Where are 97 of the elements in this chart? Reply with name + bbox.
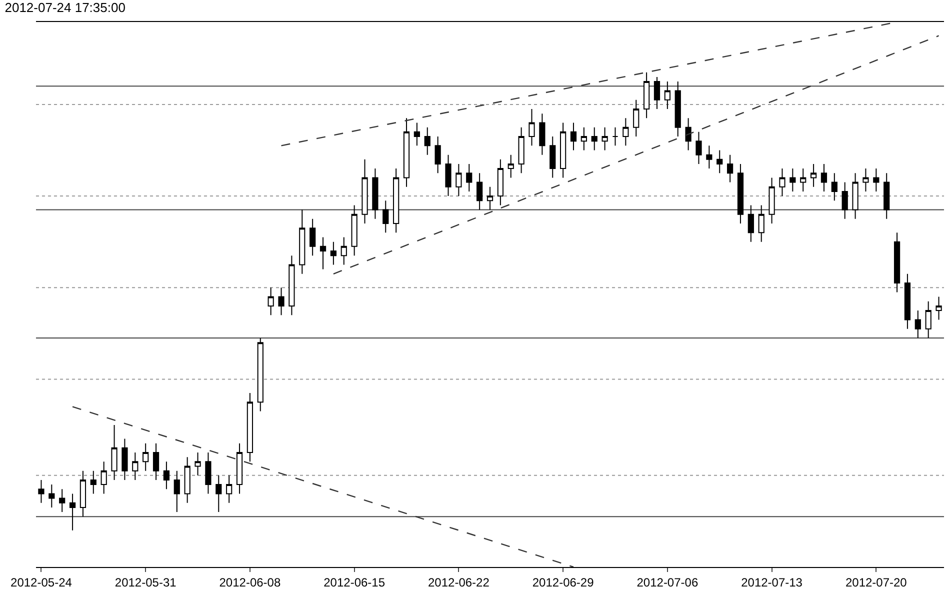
candlestick: [152, 442, 160, 480]
candlestick: [664, 81, 670, 110]
candlestick: [737, 163, 744, 224]
candlestick: [914, 310, 921, 339]
candlestick: [310, 218, 316, 256]
candlestick: [456, 163, 462, 197]
candlestick: [38, 479, 44, 504]
candlestick: [434, 136, 441, 174]
candlestick: [194, 452, 201, 476]
candlestick: [612, 126, 618, 146]
candlestick: [820, 163, 828, 192]
chart-title: 2012-07-24 17:35:00: [4, 0, 126, 16]
candlestick: [852, 172, 858, 220]
candlestick: [884, 172, 890, 220]
candlestick: [654, 76, 660, 110]
candlestick: [508, 154, 514, 178]
x-tick-label: 2012-05-24: [10, 575, 72, 590]
candlestick: [48, 484, 55, 508]
x-tick-label: 2012-06-15: [324, 575, 386, 590]
candlestick: [174, 470, 180, 513]
candlestick: [842, 182, 848, 220]
candlestick: [372, 168, 378, 220]
candlestick: [528, 108, 535, 146]
x-tick-label: 2012-06-29: [532, 575, 594, 590]
candlestick: [132, 452, 138, 480]
candlestick: [382, 200, 389, 234]
candlestick: [758, 204, 764, 242]
candlestick: [748, 204, 754, 242]
candlestick: [800, 168, 806, 192]
candlestick: [706, 145, 712, 170]
candlestick: [862, 168, 869, 192]
candlestick: [257, 338, 264, 412]
x-tick-label: 2012-07-13: [741, 575, 803, 590]
candlestick: [330, 241, 337, 266]
candlestick: [936, 296, 942, 320]
x-tick-label: 2012-06-22: [428, 575, 490, 590]
candlestick: [205, 452, 212, 494]
candlestick: [716, 150, 723, 174]
candlestick: [278, 287, 284, 316]
candlestick: [674, 81, 681, 137]
candlestick: [539, 113, 546, 156]
candlestick: [726, 154, 734, 183]
candlestick: [768, 177, 775, 224]
candlestick: [445, 154, 452, 197]
candlestick: [591, 126, 598, 151]
candlestick: [424, 126, 430, 156]
candlestick: [810, 163, 817, 188]
candlestick: [466, 163, 472, 192]
candlestick: [246, 392, 254, 462]
candlestick: [351, 204, 358, 256]
candlestick: [873, 168, 880, 192]
candlestick: [497, 158, 504, 206]
candlestick: [393, 168, 400, 234]
candlestick: [100, 461, 107, 494]
candlestick: [486, 186, 494, 210]
candlestick: [69, 493, 76, 531]
candlestick: [236, 442, 243, 494]
x-tick-label: 2012-07-06: [636, 575, 698, 590]
candlestick: [633, 99, 640, 137]
candlestick: [340, 236, 347, 266]
candlestick: [59, 488, 66, 513]
candlestick: [268, 287, 274, 316]
candlestick: [142, 442, 149, 472]
candlestick: [299, 209, 306, 274]
candlestick: [560, 122, 566, 178]
candlestick: [831, 172, 838, 202]
candlestick: [184, 456, 190, 504]
candlestick: [362, 158, 368, 224]
candlestick: [414, 122, 420, 146]
candlestick: [476, 172, 483, 210]
candlestick: [216, 474, 222, 513]
x-tick-label: 2012-05-31: [114, 575, 177, 590]
candlestick: [226, 474, 232, 504]
candlestick: [580, 126, 587, 151]
candlestick: [518, 126, 524, 174]
x-tick-label: 2012-07-20: [845, 575, 908, 590]
candlestick: [602, 126, 608, 151]
candlestick: [696, 131, 702, 164]
candlestick: [643, 72, 650, 119]
candlestick: [925, 300, 932, 339]
candlestick: [894, 232, 900, 293]
x-tick-label: 2012-06-08: [219, 575, 281, 590]
candlestick: [80, 470, 86, 518]
candlestick: [90, 470, 96, 494]
candlestick: [904, 273, 911, 330]
candlestick: [320, 236, 326, 270]
candlestick: [122, 438, 128, 480]
candlestick: [779, 168, 786, 197]
candlestick: [288, 255, 295, 316]
candlestick: [685, 118, 692, 151]
candlestick: [550, 136, 556, 178]
candlestick: [570, 122, 577, 151]
candlestick: [403, 118, 410, 188]
candlestick: [622, 118, 629, 146]
candlestick: [111, 424, 118, 480]
candlestick: [790, 168, 796, 192]
candlestick: [163, 461, 170, 490]
